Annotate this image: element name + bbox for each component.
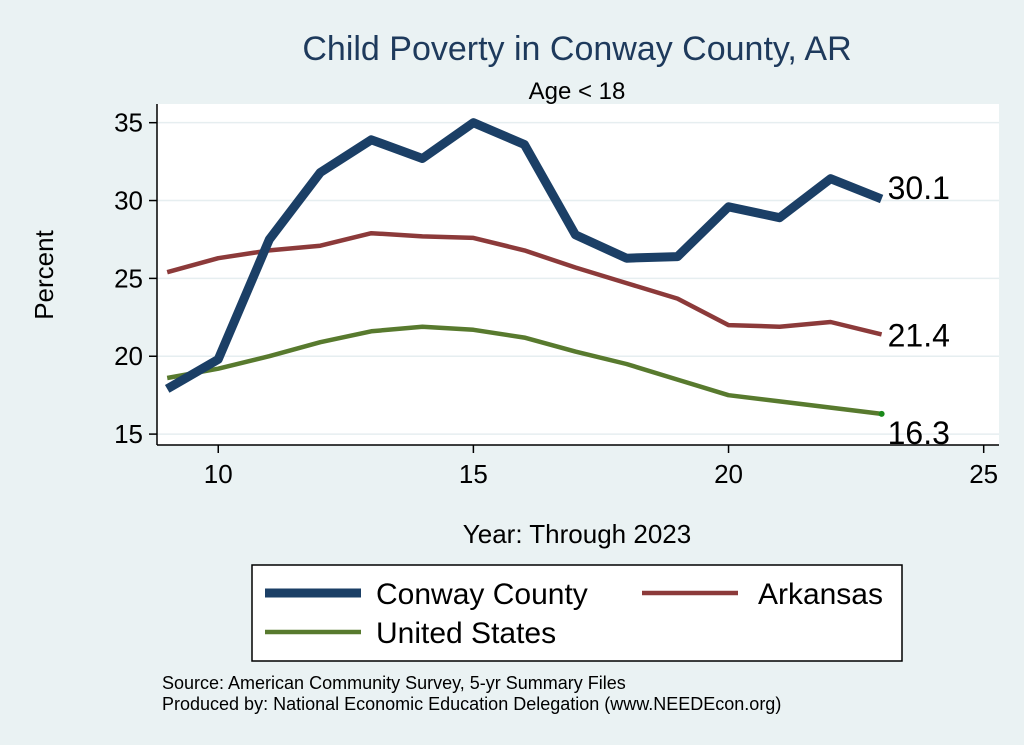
source-line-1: Source: American Community Survey, 5-yr … <box>162 673 626 693</box>
legend-label: Conway County <box>376 578 588 611</box>
y-tick-label: 35 <box>114 108 143 138</box>
x-tick-label: 10 <box>204 459 233 489</box>
legend-label: United States <box>376 617 556 650</box>
legend-box <box>251 564 903 662</box>
x-tick-label: 25 <box>969 459 998 489</box>
series-lines <box>164 118 885 417</box>
y-tick-label: 25 <box>114 263 143 293</box>
x-tick-label: 15 <box>459 459 488 489</box>
x-tick-label: 20 <box>714 459 743 489</box>
series-line-conway-county <box>164 118 884 393</box>
y-axis-label: Percent <box>29 229 59 319</box>
series-end-marker <box>878 410 885 417</box>
plot-area <box>157 104 999 445</box>
y-tick-label: 30 <box>114 186 143 216</box>
end-label-arkansas: 21.4 <box>888 317 950 353</box>
y-tick-label: 20 <box>114 341 143 371</box>
end-label-united-states: 16.3 <box>888 415 950 451</box>
end-labels: 16.3 21.4 30.1 <box>888 170 950 451</box>
axes: 15 20 25 30 35 10 15 20 25 <box>114 104 999 489</box>
legend-label: Arkansas <box>758 578 883 611</box>
x-axis-label: Year: Through 2023 <box>463 519 691 549</box>
chart-subtitle: Age < 18 <box>529 78 626 105</box>
series-line-united-states <box>166 324 882 417</box>
legend: Conway County Arkansas United States <box>265 578 883 650</box>
source-line-2: Produced by: National Economic Education… <box>162 694 781 714</box>
chart-title: Child Poverty in Conway County, AR <box>302 30 851 68</box>
series-line-arkansas <box>166 230 883 337</box>
end-label-conway-county: 30.1 <box>888 170 950 206</box>
y-tick-label: 15 <box>114 419 143 449</box>
